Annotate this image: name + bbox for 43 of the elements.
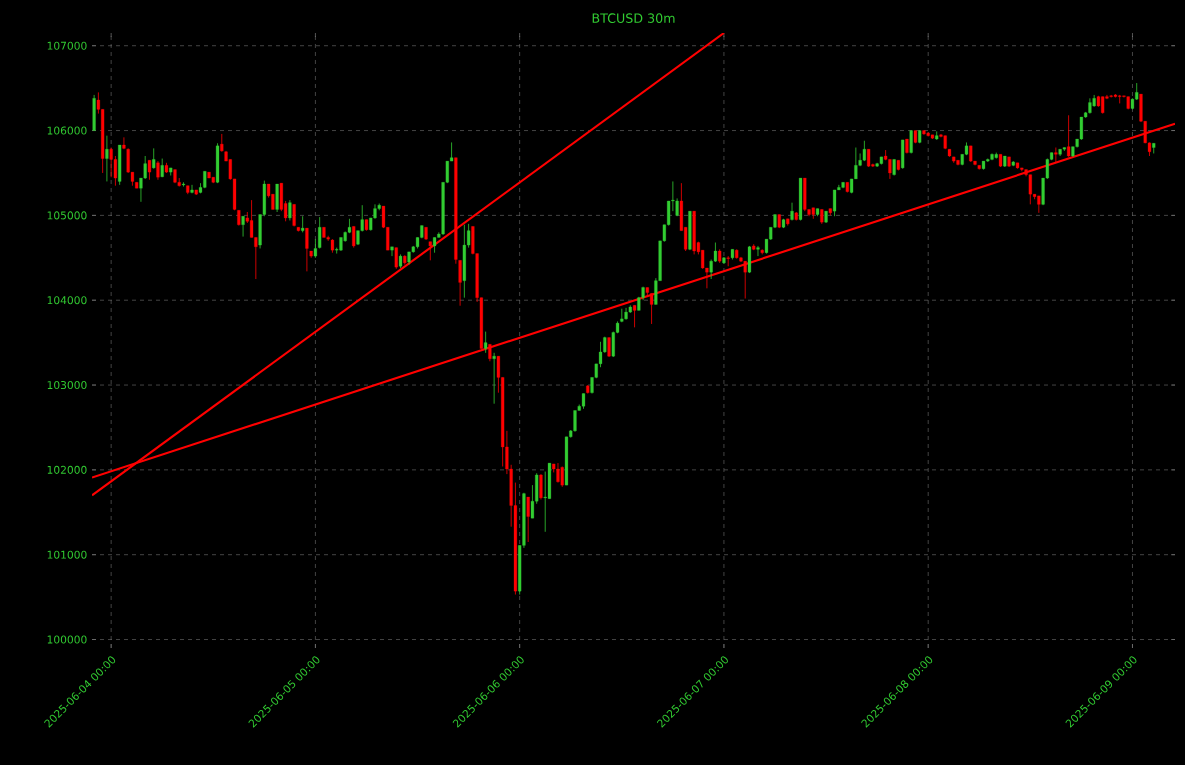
candlestick bbox=[288, 199, 292, 221]
y-tick-label: 107000 bbox=[47, 41, 87, 50]
candlestick bbox=[156, 160, 160, 181]
candlestick bbox=[313, 238, 317, 259]
candlestick bbox=[305, 227, 309, 272]
y-tick-label: 106000 bbox=[47, 126, 87, 135]
candlestick bbox=[573, 410, 577, 433]
candlestick bbox=[632, 304, 637, 328]
candlestick bbox=[526, 496, 530, 543]
candlestick bbox=[181, 181, 186, 187]
candlestick bbox=[832, 189, 837, 217]
candlestick bbox=[105, 135, 109, 182]
candlestick bbox=[888, 159, 892, 180]
candlestick bbox=[318, 216, 322, 249]
candlestick bbox=[560, 466, 564, 488]
candlestick bbox=[352, 226, 356, 249]
candlestick bbox=[390, 246, 394, 257]
candlestick bbox=[743, 260, 747, 299]
candlestick bbox=[458, 259, 462, 307]
candlestick bbox=[539, 473, 543, 500]
candlestick bbox=[756, 245, 760, 257]
candlestick bbox=[790, 202, 794, 221]
y-tick-label: 101000 bbox=[47, 550, 87, 559]
y-tick-label: 104000 bbox=[47, 296, 87, 305]
candlestick bbox=[726, 255, 730, 267]
candlestick bbox=[147, 159, 152, 181]
y-tick-label: 103000 bbox=[47, 380, 87, 390]
candlestick bbox=[152, 147, 156, 170]
candlestick bbox=[1054, 147, 1058, 164]
candlestick bbox=[650, 293, 654, 325]
candlestick bbox=[301, 215, 305, 233]
candlestick bbox=[428, 241, 432, 261]
candlestick bbox=[484, 331, 488, 354]
chart-title: BTCUSD 30m bbox=[592, 13, 675, 23]
candlestick bbox=[122, 136, 126, 150]
y-tick-label: 105000 bbox=[47, 211, 87, 220]
candlestick bbox=[190, 184, 194, 194]
candlestick bbox=[492, 352, 496, 405]
y-tick-label: 102000 bbox=[47, 465, 87, 474]
candlestick bbox=[394, 247, 398, 270]
candlestick bbox=[241, 215, 245, 237]
y-tick-label: 100000 bbox=[47, 635, 87, 644]
candlestick bbox=[556, 462, 560, 483]
